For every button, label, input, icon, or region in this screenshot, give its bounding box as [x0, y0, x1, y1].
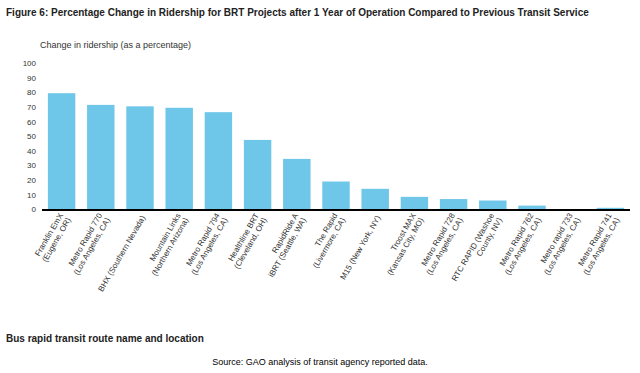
x-tick-label-line: RTC RAPID (Washoe	[450, 211, 497, 283]
x-tick-label: Metro Rapid 762(Los Angeles, CA)	[495, 211, 543, 276]
bar	[401, 197, 428, 210]
x-tick-label-line: (Los Angeles, CA)	[190, 216, 230, 277]
x-tick-label-line: (Los Angeles, CA)	[503, 216, 543, 277]
chart: Figure 6: Percentage Change in Ridership…	[0, 0, 640, 373]
x-tick-label: Metro Rapid 741(Los Angeles, CA)	[574, 211, 622, 276]
bar	[283, 159, 310, 210]
y-tick-label: 0	[32, 205, 37, 214]
x-tick-label: RTC RAPID (WashoeCounty, NV)	[450, 211, 504, 287]
bar	[126, 106, 153, 210]
bars	[48, 93, 624, 210]
x-tick-label-line: (Cleveland, OH)	[232, 216, 269, 270]
bar	[440, 199, 467, 210]
x-tick-label-line: (Los Angeles, CA)	[72, 216, 112, 277]
y-tick-label: 80	[27, 88, 36, 97]
x-tick-label: Troost MAX(Kansas City, MO)	[378, 211, 426, 277]
bar	[87, 105, 114, 210]
x-tick-label: Metro rapid 733(Los Angeles, CA)	[535, 211, 583, 276]
bar	[244, 140, 271, 210]
y-tick-label: 60	[27, 118, 36, 127]
y-tick-label: 30	[27, 161, 36, 170]
x-tick-label: Metro Rapid 770(Los Angeles, CA)	[64, 211, 112, 276]
y-tick-label: 100	[23, 59, 37, 68]
x-tick-label-line: (Kansas City, MO)	[385, 216, 425, 277]
x-tick-label: Healthline BRT(Cleveland, OH)	[225, 211, 269, 270]
bar	[322, 182, 349, 210]
x-tick-label-line: (Los Angeles, CA)	[542, 216, 582, 277]
bar	[205, 112, 232, 210]
x-tick-label: M15 (New York, NY)	[339, 214, 383, 282]
y-axis-label: Change in ridership (as a percentage)	[40, 40, 191, 50]
x-tick-label: Franklin EmX(Eugene, OR)	[33, 211, 74, 263]
bar	[165, 108, 192, 210]
bar	[48, 93, 75, 210]
y-tick-label: 10	[27, 191, 36, 200]
x-tick-label: Metro Rapid 794(Los Angeles, CA)	[182, 211, 230, 276]
x-tick-label-line: BHX (Southern Nevada)	[96, 214, 147, 293]
bar	[361, 189, 388, 210]
x-tick-label: BHX (Southern Nevada)	[96, 214, 147, 293]
title: Figure 6: Percentage Change in Ridership…	[6, 7, 589, 18]
y-tick-label: 20	[27, 176, 36, 185]
y-tick-label: 50	[27, 132, 36, 141]
source-note: Source: GAO analysis of transit agency r…	[212, 357, 428, 367]
x-tick-label-line: (Livermore, CA)	[311, 216, 347, 270]
x-axis-label: Bus rapid transit route name and locatio…	[6, 333, 204, 344]
x-tick-label-line: County, NV)	[475, 216, 504, 258]
x-tick-label-line: (Northern Arizona)	[150, 216, 191, 277]
x-tick-label-line: (Eugene, OR)	[40, 216, 73, 264]
x-tick-label: Mountain Links(Northern Arizona)	[142, 211, 190, 277]
x-tick-label: RapidRide AiBRT (Seattle, WA)	[259, 211, 308, 279]
y-tick-label: 70	[27, 103, 36, 112]
x-tick-label-line: M15 (New York, NY)	[339, 214, 383, 282]
x-tick-label-line: (Los Angeles, CA)	[582, 216, 622, 277]
x-tick-label-line: iBRT (Seattle, WA)	[267, 216, 308, 279]
y-tick-label: 90	[27, 74, 36, 83]
bar	[479, 201, 506, 210]
y-tick-label: 40	[27, 147, 36, 156]
x-tick-label: The Rapid(Livermore, CA)	[303, 211, 347, 269]
x-axis-line	[42, 209, 630, 211]
